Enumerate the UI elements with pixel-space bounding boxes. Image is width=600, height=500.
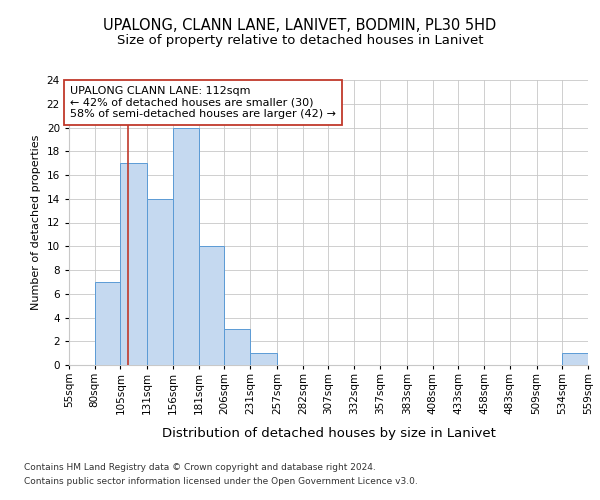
- Text: Distribution of detached houses by size in Lanivet: Distribution of detached houses by size …: [162, 428, 496, 440]
- Text: Contains HM Land Registry data © Crown copyright and database right 2024.: Contains HM Land Registry data © Crown c…: [24, 462, 376, 471]
- Bar: [147, 198, 173, 365]
- Bar: [224, 330, 250, 365]
- Bar: [95, 282, 121, 365]
- Text: UPALONG, CLANN LANE, LANIVET, BODMIN, PL30 5HD: UPALONG, CLANN LANE, LANIVET, BODMIN, PL…: [103, 18, 497, 32]
- Bar: [199, 246, 224, 365]
- Bar: [250, 353, 277, 365]
- Text: Contains public sector information licensed under the Open Government Licence v3: Contains public sector information licen…: [24, 478, 418, 486]
- Text: UPALONG CLANN LANE: 112sqm
← 42% of detached houses are smaller (30)
58% of semi: UPALONG CLANN LANE: 112sqm ← 42% of deta…: [70, 86, 336, 119]
- Bar: [562, 353, 588, 365]
- Bar: [121, 163, 147, 365]
- Y-axis label: Number of detached properties: Number of detached properties: [31, 135, 41, 310]
- Bar: [173, 128, 199, 365]
- Text: Size of property relative to detached houses in Lanivet: Size of property relative to detached ho…: [117, 34, 483, 47]
